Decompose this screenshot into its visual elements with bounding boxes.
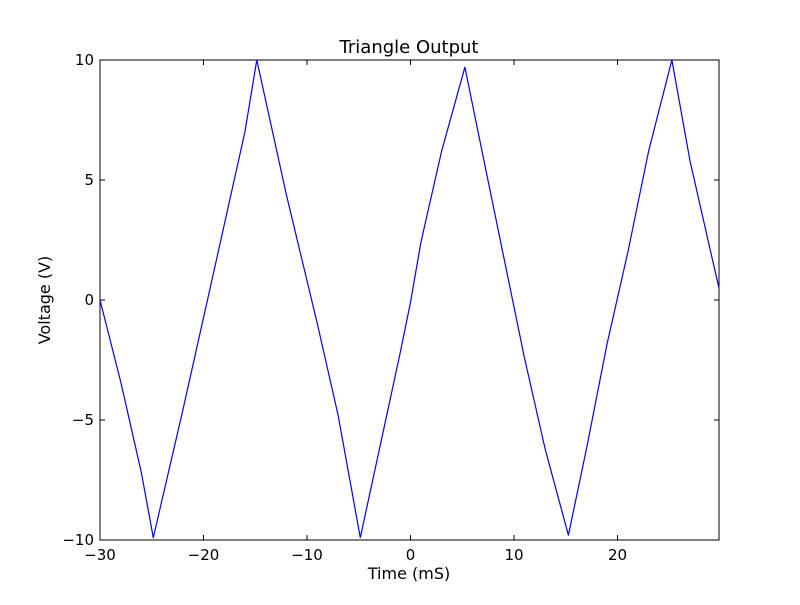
x-tick-label: 10 [504,546,523,564]
y-tick-label: 10 [75,51,94,69]
series-layer [99,59,720,539]
y-tick-label: −10 [62,531,94,549]
y-tick-label: 0 [84,291,94,309]
x-tick-label: −20 [188,546,220,564]
x-tick-label: 20 [608,546,627,564]
y-axis-title: Voltage (V) [35,256,54,345]
plot-area-frame [99,59,720,541]
chart-title: Triangle Output [339,37,479,58]
y-tick-label: 5 [84,171,94,189]
x-axis-title: Time (mS) [367,564,450,583]
x-tick-label: 0 [406,546,416,564]
x-tick-label: −10 [291,546,323,564]
x-tick-label: −30 [84,546,116,564]
y-tick-label: −5 [72,411,94,429]
series-line-0 [99,59,720,539]
x-axis: −30 −20 −10 0 10 20 [84,60,627,564]
y-axis: −10 −5 0 5 10 [62,51,719,549]
